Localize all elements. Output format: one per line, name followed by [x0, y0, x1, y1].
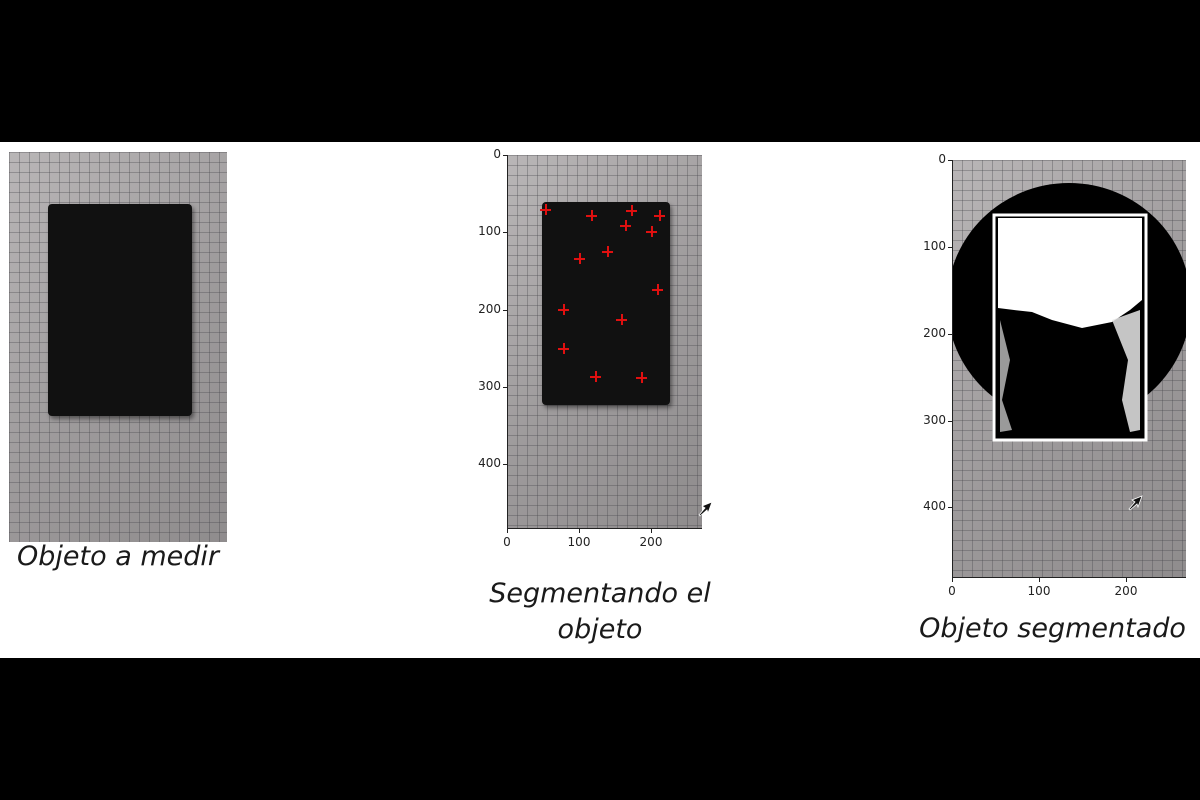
- segmented-photo: [952, 160, 1186, 578]
- object-book: [48, 204, 192, 416]
- y-tick-label: 200: [478, 302, 501, 316]
- x-tick-label: 200: [1114, 584, 1138, 598]
- cross-marker-icon: [558, 304, 569, 315]
- y-tick-label: 300: [923, 413, 946, 427]
- y-tick-mark: [948, 160, 952, 161]
- y-tick-label: 300: [478, 379, 501, 393]
- cross-marker-icon: [652, 284, 663, 295]
- y-tick-mark: [503, 310, 507, 311]
- cross-marker-icon: [620, 220, 631, 231]
- x-tick-mark: [1039, 578, 1040, 582]
- y-tick-mark: [503, 387, 507, 388]
- caption-segmented: Objeto segmentado: [919, 613, 1186, 644]
- figure-panel: Objeto a medir 0 100 200 300 400 0 100 200 Segm…: [0, 142, 1200, 658]
- letterbox-top: [0, 0, 1200, 142]
- x-tick-mark: [579, 529, 580, 533]
- cross-marker-icon: [540, 204, 551, 215]
- y-tick-mark: [948, 507, 952, 508]
- cross-marker-icon: [558, 343, 569, 354]
- y-tick-label: 0: [938, 152, 946, 166]
- y-tick-mark: [503, 232, 507, 233]
- cross-marker-icon: [590, 371, 601, 382]
- cross-marker-icon: [616, 314, 627, 325]
- cursor-arrow-icon: [1128, 495, 1143, 511]
- x-tick-label: 0: [503, 535, 511, 549]
- y-tick-mark: [503, 155, 507, 156]
- y-tick-mark: [948, 247, 952, 248]
- x-tick-mark: [507, 529, 508, 533]
- y-tick-mark: [948, 421, 952, 422]
- y-tick-label: 100: [923, 239, 946, 253]
- x-tick-label: 200: [639, 535, 663, 549]
- y-tick-label: 100: [478, 224, 501, 238]
- segmentation-mask: [952, 183, 1186, 442]
- letterbox-bottom: [0, 658, 1200, 800]
- segmenting-axes: [507, 155, 702, 529]
- y-tick-label: 400: [478, 456, 501, 470]
- cross-marker-icon: [654, 210, 665, 221]
- x-tick-label: 100: [567, 535, 591, 549]
- y-tick-mark: [503, 464, 507, 465]
- y-tick-label: 400: [923, 499, 946, 513]
- x-tick-mark: [1126, 578, 1127, 582]
- cross-marker-icon: [574, 253, 585, 264]
- original-photo: [9, 152, 227, 542]
- y-tick-label: 200: [923, 326, 946, 340]
- cross-marker-icon: [646, 226, 657, 237]
- x-tick-label: 100: [1027, 584, 1051, 598]
- y-tick-mark: [948, 334, 952, 335]
- x-tick-mark: [952, 578, 953, 582]
- segmenting-photo: [507, 155, 702, 528]
- object-book: [542, 202, 670, 405]
- cross-marker-icon: [602, 246, 613, 257]
- cross-marker-icon: [626, 205, 637, 216]
- x-tick-mark: [651, 529, 652, 533]
- segmented-axes: [952, 160, 1186, 578]
- x-tick-label: 0: [948, 584, 956, 598]
- cross-marker-icon: [636, 372, 647, 383]
- y-tick-label: 0: [493, 147, 501, 161]
- cross-marker-icon: [586, 210, 597, 221]
- caption-original: Objeto a medir: [17, 541, 219, 572]
- caption-segmenting: Segmentando el objeto: [489, 578, 711, 645]
- cursor-arrow-icon: [698, 501, 713, 517]
